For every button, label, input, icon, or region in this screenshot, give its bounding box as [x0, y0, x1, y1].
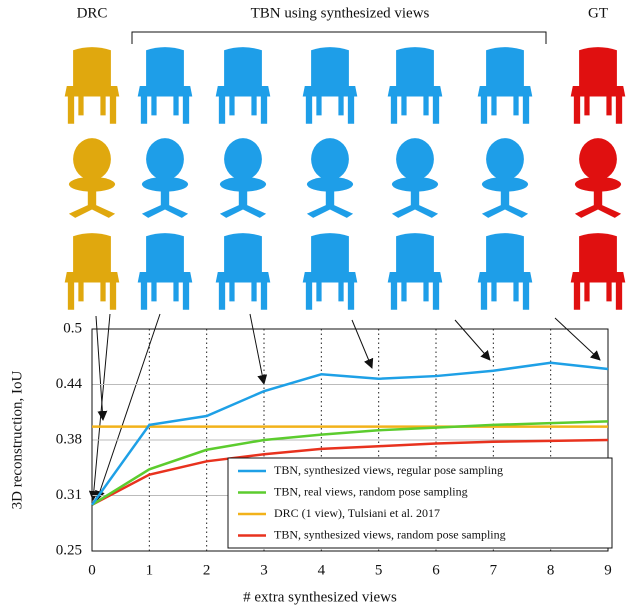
x-tick-label: 0	[88, 562, 96, 578]
legend-label: TBN, synthesized views, random pose samp…	[274, 527, 506, 541]
legend-label: TBN, synthesized views, regular pose sam…	[274, 463, 503, 477]
y-tick-label: 0.25	[56, 542, 82, 558]
shape-render	[303, 47, 358, 124]
x-tick-label: 6	[432, 562, 440, 578]
shape-render	[575, 138, 621, 218]
shapes	[65, 47, 626, 310]
x-tick-label: 8	[547, 562, 555, 578]
x-tick-label: 1	[146, 562, 154, 578]
shape-render	[220, 138, 266, 218]
shape-render	[216, 233, 271, 310]
shape-render	[69, 138, 115, 218]
shape-render	[138, 233, 193, 310]
shape-render	[482, 138, 528, 218]
x-tick-label: 9	[604, 562, 612, 578]
x-tick-label: 4	[318, 562, 326, 578]
legend-label: DRC (1 view), Tulsiani et al. 2017	[274, 506, 440, 520]
header-label: DRC	[77, 5, 108, 21]
y-tick-label: 0.38	[56, 431, 82, 447]
shape-render	[571, 47, 626, 124]
shape-render	[142, 138, 188, 218]
y-tick-label: 0.44	[56, 376, 83, 392]
x-tick-label: 2	[203, 562, 211, 578]
shape-render	[478, 233, 533, 310]
shape-render	[65, 47, 120, 124]
header-label: GT	[588, 5, 608, 21]
shape-render	[65, 233, 120, 310]
bracket	[132, 32, 546, 44]
shape-render	[388, 47, 443, 124]
figure: DRC TBN using synthesized views GT # ext…	[0, 0, 639, 611]
x-axis-label: # extra synthesized views	[243, 589, 397, 605]
header-label: TBN using synthesized views	[251, 5, 430, 21]
x-tick-label: 3	[260, 562, 268, 578]
shape-render	[571, 233, 626, 310]
shape-render	[307, 138, 353, 218]
shape-render	[216, 47, 271, 124]
shape-render	[303, 233, 358, 310]
y-tick-label: 0.31	[56, 487, 82, 503]
shape-render	[478, 47, 533, 124]
shape-render	[138, 47, 193, 124]
x-tick-label: 5	[375, 562, 383, 578]
legend-label: TBN, real views, random pose sampling	[274, 484, 468, 498]
x-tick-label: 7	[490, 562, 498, 578]
y-axis-label: 3D reconstruction, IoU	[9, 370, 25, 509]
shape-render	[392, 138, 438, 218]
y-tick-label: 0.5	[63, 320, 82, 336]
page: DRC TBN using synthesized views GT # ext…	[0, 0, 639, 611]
shape-render	[388, 233, 443, 310]
